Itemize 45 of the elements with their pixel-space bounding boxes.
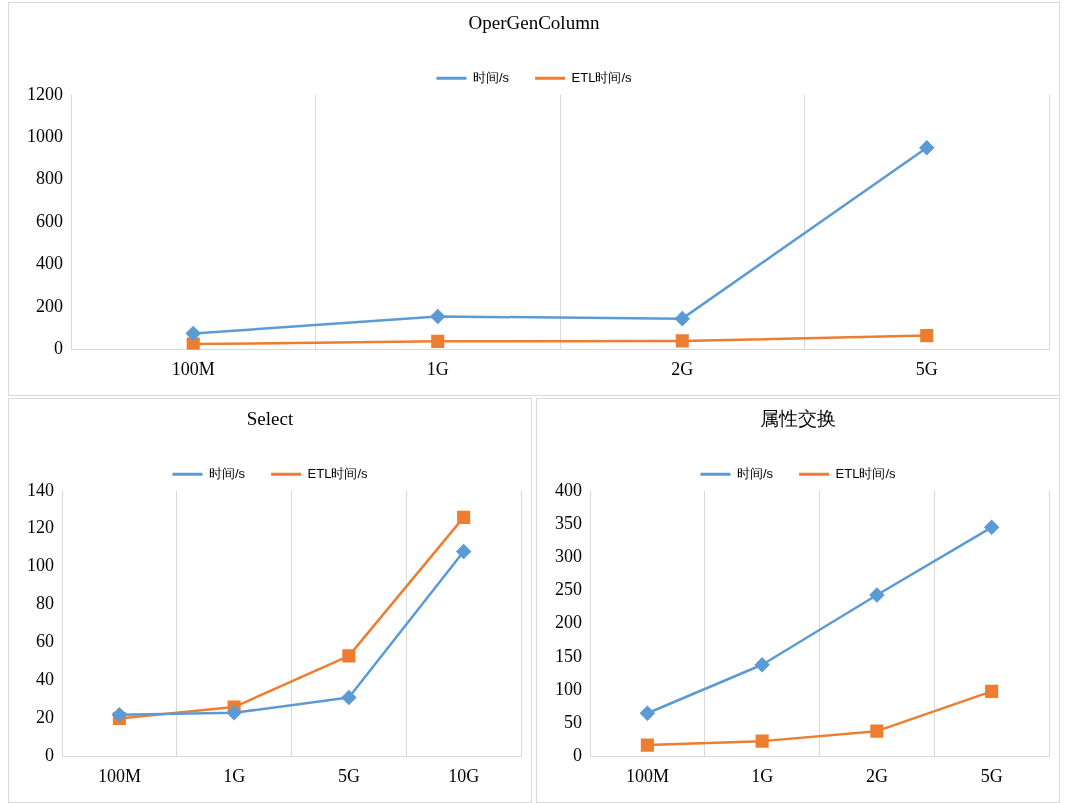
y-tick-label: 1200 bbox=[27, 83, 63, 104]
y-tick-label: 50 bbox=[564, 711, 582, 732]
y-tick-label: 150 bbox=[555, 645, 582, 666]
y-tick-label: 300 bbox=[555, 545, 582, 566]
legend-label: ETL时间/s bbox=[835, 465, 897, 481]
y-tick-label: 0 bbox=[54, 338, 63, 359]
legend-label: 时间/s bbox=[472, 69, 510, 85]
y-tick-label: 400 bbox=[36, 253, 63, 274]
y-tick-label: 20 bbox=[36, 707, 54, 728]
x-tick-label: 2G bbox=[865, 765, 888, 786]
chart-title: OperGenColumn bbox=[468, 12, 600, 34]
x-tick-label: 100M bbox=[625, 765, 669, 786]
x-tick-label: 1G bbox=[751, 765, 774, 786]
x-tick-label: 5G bbox=[337, 765, 360, 786]
y-tick-label: 800 bbox=[36, 168, 63, 189]
legend-label: ETL时间/s bbox=[571, 69, 633, 85]
y-tick-label: 120 bbox=[27, 517, 54, 538]
y-tick-label: 0 bbox=[45, 745, 54, 766]
y-tick-label: 200 bbox=[555, 612, 582, 633]
y-tick-label: 250 bbox=[555, 579, 582, 600]
x-tick-label: 1G bbox=[426, 358, 449, 379]
y-tick-label: 60 bbox=[36, 631, 54, 652]
legend-label: 时间/s bbox=[208, 465, 246, 481]
chart-title: 属性交换 bbox=[760, 408, 836, 430]
x-tick-label: 2G bbox=[671, 358, 694, 379]
x-tick-label: 100M bbox=[171, 358, 215, 379]
legend-label: ETL时间/s bbox=[307, 465, 369, 481]
y-tick-label: 400 bbox=[555, 479, 582, 500]
y-tick-label: 140 bbox=[27, 479, 54, 500]
x-tick-label: 1G bbox=[223, 765, 246, 786]
x-tick-label: 10G bbox=[448, 765, 480, 786]
y-tick-label: 40 bbox=[36, 669, 54, 690]
y-tick-label: 1000 bbox=[27, 125, 63, 146]
y-tick-label: 100 bbox=[27, 555, 54, 576]
y-tick-label: 80 bbox=[36, 593, 54, 614]
x-tick-label: 100M bbox=[97, 765, 141, 786]
y-tick-label: 350 bbox=[555, 512, 582, 533]
y-tick-label: 100 bbox=[555, 678, 582, 699]
chart-title: Select bbox=[246, 408, 294, 430]
y-tick-label: 0 bbox=[573, 745, 582, 766]
x-tick-label: 5G bbox=[915, 358, 938, 379]
y-tick-label: 200 bbox=[36, 295, 63, 316]
legend-label: 时间/s bbox=[736, 465, 774, 481]
y-tick-label: 600 bbox=[36, 210, 63, 231]
x-tick-label: 5G bbox=[980, 765, 1003, 786]
